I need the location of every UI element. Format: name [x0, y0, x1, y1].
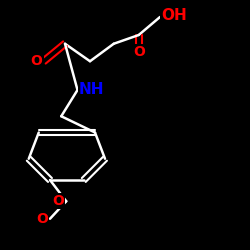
Text: O: O — [30, 54, 42, 68]
Text: OH: OH — [161, 8, 187, 23]
Text: O: O — [36, 212, 48, 226]
Text: O: O — [133, 46, 145, 60]
Text: O: O — [52, 194, 64, 208]
Text: NH: NH — [79, 82, 104, 98]
